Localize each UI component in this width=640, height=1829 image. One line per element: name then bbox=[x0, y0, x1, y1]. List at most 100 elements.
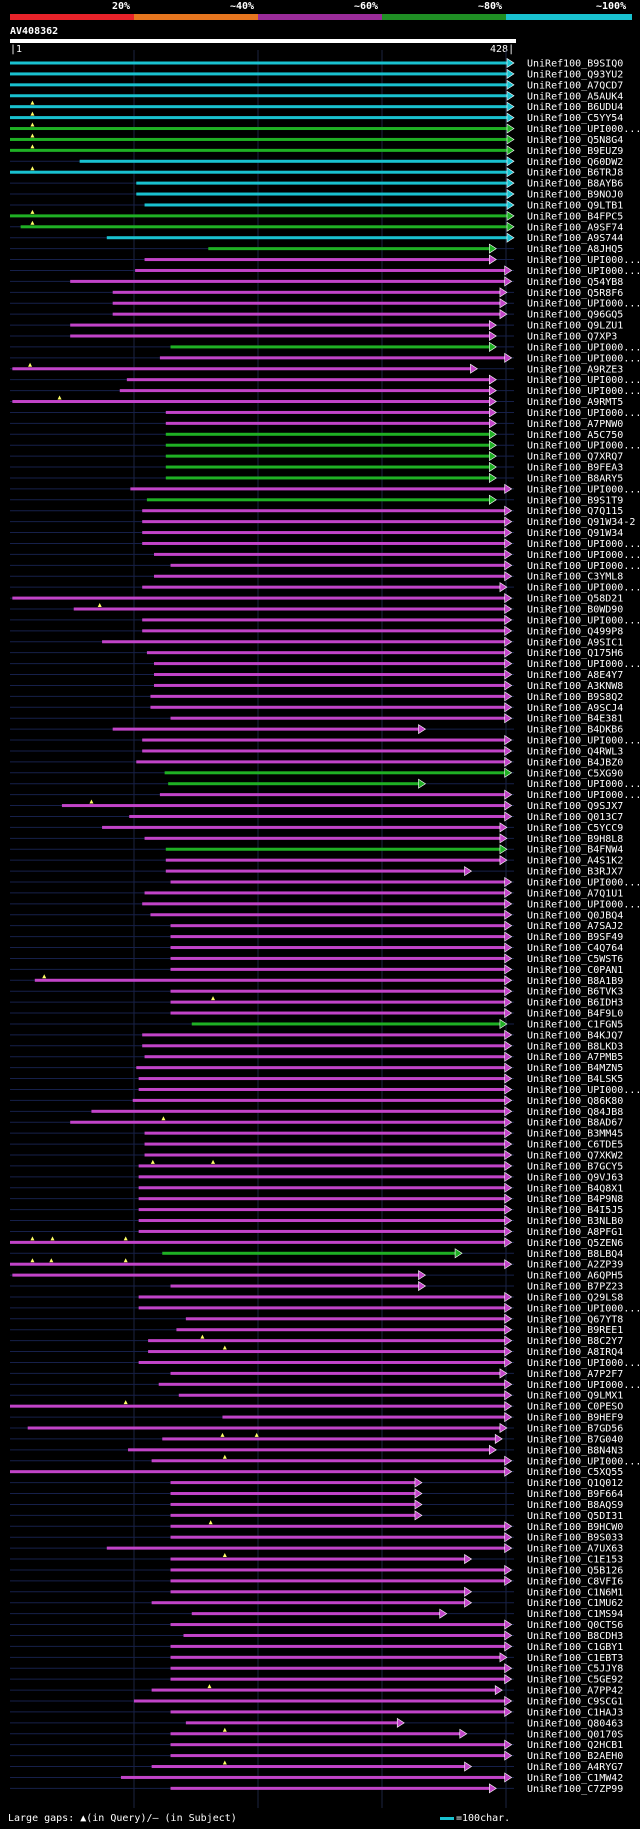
hit-name-link[interactable]: UniRef100_UPI000... bbox=[527, 299, 640, 310]
hit-row[interactable]: UniRef100_C5GE92 bbox=[10, 1674, 623, 1686]
hit-bar[interactable] bbox=[185, 1721, 399, 1725]
hit-row[interactable]: UniRef100_B4F9L0 bbox=[10, 1007, 623, 1020]
hit-row[interactable]: UniRef100_Q0CTS6 bbox=[10, 1619, 623, 1631]
hit-bar[interactable] bbox=[138, 1208, 506, 1212]
hit-bar[interactable] bbox=[132, 1098, 506, 1102]
hit-name-link[interactable]: UniRef100_B9HEF9 bbox=[527, 1413, 623, 1424]
hit-name-link[interactable]: UniRef100_C5WST6 bbox=[527, 954, 623, 965]
hit-bar[interactable] bbox=[142, 902, 506, 906]
hit-bar[interactable] bbox=[144, 203, 508, 207]
hit-row[interactable]: UniRef100_C7ZP99 bbox=[10, 1783, 623, 1795]
hit-row[interactable]: UniRef100_B7GCY5 bbox=[10, 1159, 623, 1173]
hit-bar[interactable] bbox=[165, 476, 491, 480]
hit-name-link[interactable]: UniRef100_B4MZN5 bbox=[527, 1063, 623, 1074]
hit-name-link[interactable]: UniRef100_B4I5J5 bbox=[527, 1205, 623, 1216]
hit-row[interactable]: UniRef100_Q91W34-2 bbox=[10, 516, 635, 528]
hit-row[interactable]: UniRef100_B9EUZ9 bbox=[10, 144, 623, 157]
hit-name-link[interactable]: UniRef100_B9S8Q2 bbox=[527, 692, 623, 703]
hit-name-link[interactable]: UniRef100_UPI000... bbox=[527, 375, 640, 386]
hit-bar[interactable] bbox=[10, 1240, 506, 1244]
hit-row[interactable]: UniRef100_B4I5J5 bbox=[10, 1204, 623, 1216]
hit-name-link[interactable]: UniRef100_Q013C7 bbox=[527, 812, 623, 823]
hit-name-link[interactable]: UniRef100_UPI000... bbox=[527, 1303, 640, 1314]
hit-bar[interactable] bbox=[170, 1786, 491, 1790]
hit-bar[interactable] bbox=[165, 432, 491, 436]
hit-name-link[interactable]: UniRef100_C1FGN5 bbox=[527, 1019, 623, 1030]
hit-row[interactable]: UniRef100_Q9SJX7 bbox=[10, 799, 623, 813]
hit-name-link[interactable]: UniRef100_Q5B126 bbox=[527, 1565, 623, 1576]
hit-bar[interactable] bbox=[91, 1109, 506, 1113]
hit-row[interactable]: UniRef100_UPI000... bbox=[10, 778, 640, 790]
hit-bar[interactable] bbox=[136, 760, 506, 764]
hit-row[interactable]: UniRef100_UPI000... bbox=[10, 658, 640, 670]
hit-name-link[interactable]: UniRef100_UPI000... bbox=[527, 878, 640, 889]
hit-name-link[interactable]: UniRef100_A9SIC1 bbox=[527, 637, 623, 648]
hit-name-link[interactable]: UniRef100_Q175H6 bbox=[527, 648, 623, 659]
hit-row[interactable]: UniRef100_A6QPH5 bbox=[10, 1270, 623, 1282]
hit-bar[interactable] bbox=[191, 1022, 501, 1026]
hit-row[interactable]: UniRef100_Q54YB8 bbox=[10, 276, 623, 288]
hit-bar[interactable] bbox=[12, 400, 491, 404]
hit-name-link[interactable]: UniRef100_UPI000... bbox=[527, 561, 640, 572]
hit-bar[interactable] bbox=[154, 662, 506, 666]
hit-row[interactable]: UniRef100_A7PNW0 bbox=[10, 418, 623, 430]
hit-name-link[interactable]: UniRef100_A8E4Y7 bbox=[527, 670, 623, 681]
hit-bar[interactable] bbox=[170, 1513, 416, 1517]
hit-row[interactable]: UniRef100_Q84JB8 bbox=[10, 1106, 623, 1118]
hit-row[interactable]: UniRef100_Q7Q115 bbox=[10, 505, 623, 517]
hit-name-link[interactable]: UniRef100_B9H8L8 bbox=[527, 834, 623, 845]
hit-row[interactable]: UniRef100_B4KJQ7 bbox=[10, 1029, 623, 1041]
hit-bar[interactable] bbox=[170, 924, 506, 928]
hit-row[interactable]: UniRef100_Q86K80 bbox=[10, 1095, 623, 1107]
hit-row[interactable]: UniRef100_B9NOJ0 bbox=[10, 188, 623, 201]
hit-row[interactable]: UniRef100_A8PFG1 bbox=[10, 1226, 623, 1238]
hit-name-link[interactable]: UniRef100_A9RMT5 bbox=[527, 397, 623, 408]
hit-row[interactable]: UniRef100_B3RJX7 bbox=[10, 866, 623, 878]
hit-bar[interactable] bbox=[142, 738, 506, 742]
hit-row[interactable]: UniRef100_UPI000... bbox=[10, 352, 640, 364]
hit-bar[interactable] bbox=[61, 804, 506, 808]
hit-name-link[interactable]: UniRef100_C0PESO bbox=[527, 1402, 623, 1413]
hit-row[interactable]: UniRef100_B4P9N8 bbox=[10, 1193, 623, 1205]
hit-row[interactable]: UniRef100_B8A1B9 bbox=[10, 974, 623, 987]
hit-row[interactable]: UniRef100_Q5R8F6 bbox=[10, 287, 623, 299]
hit-bar[interactable] bbox=[170, 563, 506, 567]
hit-bar[interactable] bbox=[170, 1655, 501, 1659]
hit-bar[interactable] bbox=[165, 410, 491, 414]
hit-row[interactable]: UniRef100_B9S8Q2 bbox=[10, 691, 623, 703]
hit-bar[interactable] bbox=[146, 651, 506, 655]
hit-name-link[interactable]: UniRef100_UPI000... bbox=[527, 1456, 640, 1467]
hit-bar[interactable] bbox=[162, 1437, 497, 1441]
hit-row[interactable]: UniRef100_UPI000... bbox=[10, 298, 640, 310]
hit-bar[interactable] bbox=[126, 378, 491, 382]
hit-row[interactable]: UniRef100_B8CDH3 bbox=[10, 1630, 623, 1642]
hit-name-link[interactable]: UniRef100_B6TRJ8 bbox=[527, 168, 623, 179]
hit-bar[interactable] bbox=[142, 541, 506, 545]
hit-row[interactable]: UniRef100_C0PESO bbox=[10, 1400, 623, 1413]
hit-bar[interactable] bbox=[10, 170, 508, 174]
hit-bar[interactable] bbox=[138, 1087, 506, 1091]
hit-bar[interactable] bbox=[112, 301, 501, 305]
hit-name-link[interactable]: UniRef100_A7SAJ2 bbox=[527, 921, 623, 932]
hit-name-link[interactable]: UniRef100_Q60DW2 bbox=[527, 157, 623, 168]
hit-bar[interactable] bbox=[170, 345, 491, 349]
hit-row[interactable]: UniRef100_A7P2F7 bbox=[10, 1368, 623, 1380]
hit-row[interactable]: UniRef100_Q499P8 bbox=[10, 625, 623, 637]
hit-name-link[interactable]: UniRef100_Q9SJX7 bbox=[527, 801, 623, 812]
hit-bar[interactable] bbox=[170, 956, 506, 960]
hit-bar[interactable] bbox=[151, 1459, 506, 1463]
hit-name-link[interactable]: UniRef100_UPI000... bbox=[527, 550, 640, 561]
hit-row[interactable]: UniRef100_UPI000... bbox=[10, 582, 640, 594]
hit-row[interactable]: UniRef100_UPI000... bbox=[10, 341, 640, 353]
hit-name-link[interactable]: UniRef100_B8ARY5 bbox=[527, 473, 623, 484]
hit-name-link[interactable]: UniRef100_A7UX63 bbox=[527, 1544, 623, 1555]
hit-row[interactable]: UniRef100_Q013C7 bbox=[10, 811, 623, 823]
hit-bar[interactable] bbox=[165, 858, 501, 862]
hit-bar[interactable] bbox=[106, 1546, 506, 1550]
hit-row[interactable]: UniRef100_UPI000... bbox=[10, 1357, 640, 1369]
hit-row[interactable]: UniRef100_A7SAJ2 bbox=[10, 920, 623, 932]
hit-name-link[interactable]: UniRef100_B4E381 bbox=[527, 714, 623, 725]
hit-bar[interactable] bbox=[133, 1699, 506, 1703]
hit-name-link[interactable]: UniRef100_UPI000... bbox=[527, 386, 640, 397]
hit-bar[interactable] bbox=[138, 1175, 506, 1179]
